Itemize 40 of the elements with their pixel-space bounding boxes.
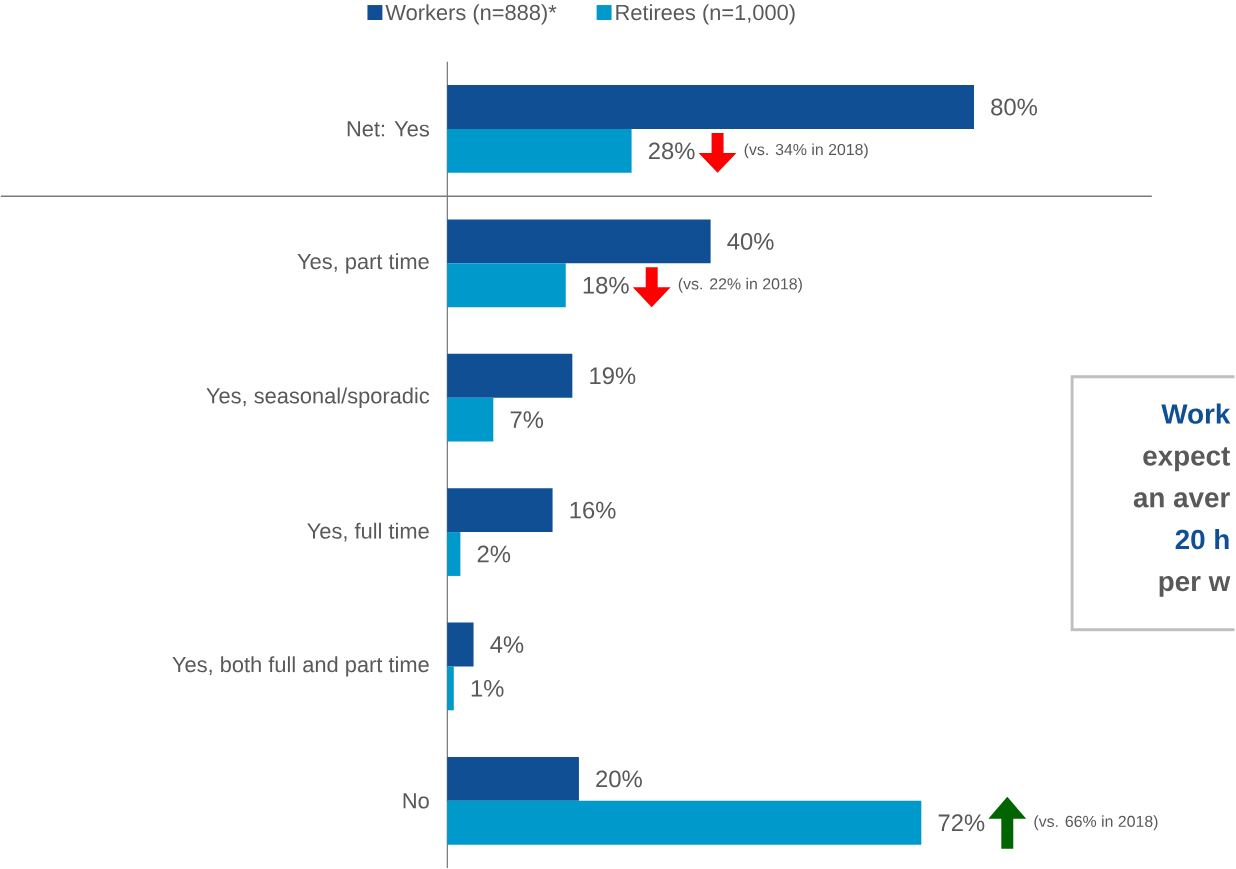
annotation: (vs. 22% in 2018) bbox=[678, 277, 802, 293]
data-label: 80% bbox=[991, 98, 1037, 116]
data-label: 28% bbox=[648, 142, 695, 160]
bar bbox=[447, 532, 461, 577]
y-tick-label: Yes, full time bbox=[307, 522, 429, 542]
bar bbox=[447, 85, 975, 130]
data-label: 72% bbox=[938, 814, 985, 832]
y-tick-label: Yes, both full and part time bbox=[172, 656, 429, 677]
text: Work bbox=[1161, 403, 1231, 424]
data-label: 18% bbox=[583, 276, 629, 294]
data-label: 19% bbox=[590, 367, 636, 385]
text: 20 h bbox=[1175, 529, 1229, 550]
bar bbox=[447, 757, 579, 801]
bar bbox=[447, 219, 711, 264]
annotation: (vs. 34% in 2018) bbox=[744, 143, 868, 159]
annotation: expect bbox=[1143, 447, 1230, 472]
data-label: 4% bbox=[490, 636, 524, 653]
y-tick-label: No bbox=[403, 793, 429, 809]
bar bbox=[447, 263, 566, 308]
y-tick-label: Yes, part time bbox=[297, 253, 429, 274]
y-tick-label: Yes, seasonal/sporadic bbox=[206, 387, 430, 409]
bar bbox=[447, 353, 573, 398]
annotation: (vs. 66% in 2018) bbox=[1034, 815, 1158, 831]
data-label: 20% bbox=[596, 770, 642, 788]
bar bbox=[447, 488, 553, 533]
data-label: 40% bbox=[727, 233, 774, 250]
bar bbox=[447, 622, 474, 667]
bar bbox=[447, 397, 494, 442]
bar bbox=[447, 666, 454, 711]
y-tick-label: Net: Yes bbox=[347, 121, 429, 137]
annotation: an aver bbox=[1133, 492, 1230, 508]
legend-label: Retirees (n=1,000) bbox=[616, 4, 795, 25]
data-label: 7% bbox=[510, 411, 544, 429]
legend-label: Workers (n=888)* bbox=[385, 4, 557, 25]
bar bbox=[447, 800, 922, 845]
bar bbox=[447, 129, 632, 173]
text: per w bbox=[1159, 576, 1231, 597]
data-label: 1% bbox=[471, 680, 504, 697]
data-label: 2% bbox=[477, 545, 511, 563]
data-label: 16% bbox=[570, 501, 616, 519]
